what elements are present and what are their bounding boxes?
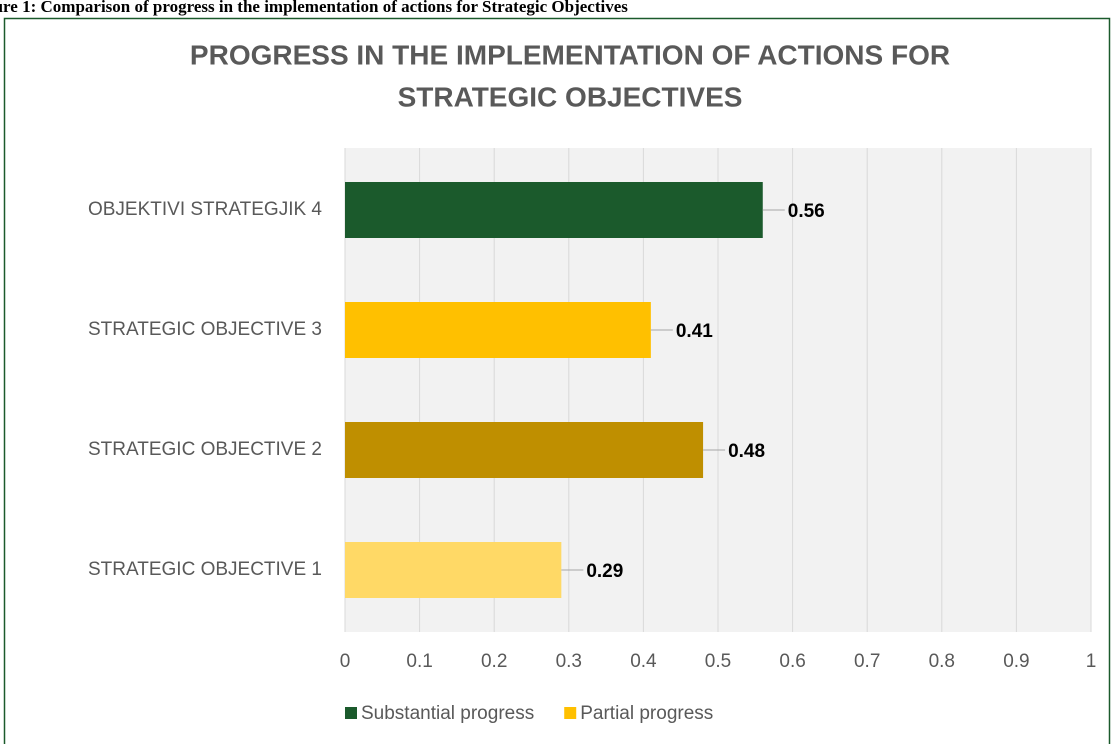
data-label: 0.29 xyxy=(586,561,623,582)
chart-title: STRATEGIC OBJECTIVES xyxy=(398,81,743,112)
y-tick-label: STRATEGIC OBJECTIVE 1 xyxy=(88,559,322,580)
x-tick-label: 0.1 xyxy=(406,651,432,672)
y-tick-label: STRATEGIC OBJECTIVE 2 xyxy=(88,439,322,460)
x-tick-label: 0.8 xyxy=(929,651,955,672)
legend-swatch xyxy=(345,707,357,719)
x-tick-label: 0.6 xyxy=(779,651,805,672)
x-tick-label: 0.3 xyxy=(556,651,582,672)
x-tick-label: 0.7 xyxy=(854,651,880,672)
data-label: 0.56 xyxy=(788,201,825,222)
x-tick-label: 0.4 xyxy=(630,651,657,672)
x-tick-label: 1 xyxy=(1086,651,1097,672)
x-tick-label: 0.2 xyxy=(481,651,507,672)
x-tick-label: 0.9 xyxy=(1003,651,1029,672)
data-label: 0.48 xyxy=(728,441,765,462)
bar xyxy=(345,422,704,478)
bar xyxy=(345,542,562,598)
y-tick-label: OBJEKTIVI STRATEGJIK 4 xyxy=(88,199,322,220)
chart-title: PROGRESS IN THE IMPLEMENTATION OF ACTION… xyxy=(190,39,950,70)
bar xyxy=(345,302,651,358)
legend-label: Partial progress xyxy=(580,703,713,724)
x-tick-label: 0.5 xyxy=(705,651,731,672)
y-tick-label: STRATEGIC OBJECTIVE 3 xyxy=(88,319,322,340)
legend-label: Substantial progress xyxy=(361,703,534,724)
data-label: 0.41 xyxy=(676,321,713,342)
legend-swatch xyxy=(564,707,577,719)
caption: Figure 1: Comparison of progress in the … xyxy=(0,0,628,16)
bar xyxy=(345,182,763,238)
x-tick-label: 0 xyxy=(340,651,351,672)
